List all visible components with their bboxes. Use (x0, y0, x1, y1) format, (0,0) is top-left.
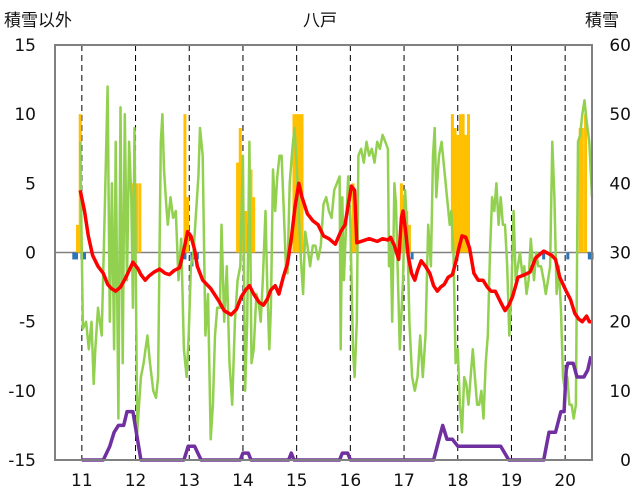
left-tick-label: -10 (8, 382, 36, 402)
orange-bar-14 (292, 114, 296, 253)
red-series-line (78, 181, 592, 324)
orange-bar-26 (456, 134, 460, 253)
blue-bar-11 (587, 252, 591, 260)
plot-frame (54, 44, 593, 461)
orange-bar-33 (584, 114, 588, 253)
x-tick-label: 13 (178, 471, 200, 491)
right-tick-label: 20 (609, 313, 631, 333)
green-series-line (78, 85, 594, 441)
orange-bar-24 (450, 114, 454, 253)
orange-bar-3 (135, 183, 139, 253)
right-tick-label: 30 (609, 244, 631, 264)
blue-bar-9 (542, 252, 546, 260)
orange-bar-29 (464, 134, 468, 253)
left-tick-label: -15 (8, 451, 36, 471)
x-tick-label: 14 (232, 471, 254, 491)
left-tick-label: 10 (14, 105, 36, 125)
x-tick-label: 19 (501, 471, 523, 491)
x-tick-label: 15 (286, 471, 308, 491)
line-series (78, 85, 594, 462)
chart-title: 八戸 (303, 11, 337, 31)
x-tick-label: 20 (554, 471, 576, 491)
orange-bar-28 (461, 114, 465, 253)
x-tick-label: 16 (340, 471, 362, 491)
right-tick-label: 50 (609, 105, 631, 125)
left-tick-label: 15 (14, 36, 36, 56)
right-axis-label: 積雪 (585, 11, 619, 31)
plot-border (54, 44, 593, 461)
right-tick-label: 60 (609, 36, 631, 56)
left-axis-label: 積雪以外 (4, 11, 72, 31)
blue-bar-10 (566, 252, 570, 260)
blue-bar-8 (410, 252, 414, 260)
right-tick-label: 40 (609, 174, 631, 194)
blue-bar-3 (83, 252, 87, 260)
x-tick-label: 17 (393, 471, 415, 491)
purple-series-line (81, 355, 593, 462)
orange-bar-0 (76, 224, 80, 253)
orange-bar-18 (351, 183, 355, 253)
left-tick-label: -5 (19, 313, 36, 333)
left-tick-label: 0 (25, 244, 36, 264)
orange-bar-6 (186, 197, 190, 253)
orange-bar-10 (244, 211, 248, 253)
orange-bar-7 (236, 162, 240, 253)
right-tick-label: 0 (620, 451, 631, 471)
blue-bar-0 (72, 252, 76, 260)
orange-bar-30 (466, 114, 470, 253)
orange-bar-13 (252, 197, 256, 253)
orange-bar-17 (300, 114, 304, 253)
orange-bar-8 (238, 128, 242, 253)
orange-bar-25 (453, 128, 457, 253)
orange-bar-31 (578, 128, 582, 253)
left-tick-label: 5 (25, 174, 36, 194)
x-tick-label: 11 (71, 471, 93, 491)
orange-bar-4 (138, 183, 142, 253)
orange-bar-32 (580, 128, 584, 253)
right-tick-label: 10 (609, 382, 631, 402)
blue-bar-1 (74, 252, 78, 260)
x-tick-label: 18 (447, 471, 469, 491)
orange-bar-5 (183, 114, 187, 253)
blue-bar-4 (183, 252, 187, 260)
x-tick-label: 12 (125, 471, 147, 491)
orange-bar-23 (407, 224, 411, 253)
orange-bar-27 (458, 114, 462, 253)
